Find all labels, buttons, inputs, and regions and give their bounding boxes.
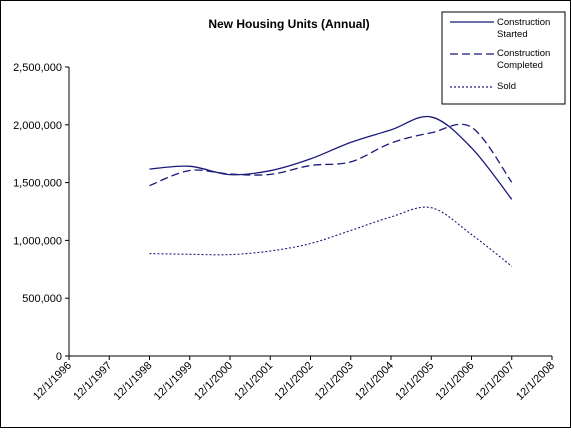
y-ticks: 0 500,000 1,000,000 1,500,000 2,000,000 2,500… bbox=[13, 62, 69, 363]
y-tick-label: 1,000,000 bbox=[13, 235, 62, 247]
x-tick-label: 12/1/2003 bbox=[313, 360, 356, 403]
x-tick-label: 12/1/1998 bbox=[112, 360, 155, 403]
y-tick-label: 2,500,000 bbox=[13, 62, 62, 74]
x-tick-label: 12/1/2007 bbox=[474, 360, 517, 403]
x-tick-label: 12/1/2005 bbox=[393, 360, 436, 403]
legend-label-sold: Sold bbox=[497, 81, 516, 92]
legend-label-started-1: Construction bbox=[497, 17, 550, 28]
x-tick-label: 12/1/2000 bbox=[192, 360, 235, 403]
x-tick-label: 12/1/1997 bbox=[71, 360, 114, 403]
x-tick-label: 12/1/2008 bbox=[514, 360, 557, 403]
x-tick-label: 12/1/1996 bbox=[31, 360, 74, 403]
y-tick-label: 1,500,000 bbox=[13, 178, 62, 190]
x-tick-label: 12/1/1999 bbox=[152, 360, 195, 403]
chart-title: New Housing Units (Annual) bbox=[208, 17, 369, 31]
x-tick-label: 12/1/2001 bbox=[232, 360, 275, 403]
legend-label-completed-2: Completed bbox=[497, 60, 543, 71]
legend-label-completed-1: Construction bbox=[497, 48, 550, 59]
series-line-sold bbox=[149, 206, 513, 267]
series-line-completed bbox=[149, 123, 513, 187]
series-line-started bbox=[149, 115, 513, 200]
legend: Construction Started Construction Comple… bbox=[441, 11, 566, 105]
plot-area: 0 500,000 1,000,000 1,500,000 2,000,000 2,500… bbox=[13, 62, 557, 403]
x-tick-label: 12/1/2006 bbox=[434, 360, 477, 403]
y-tick-label: 500,000 bbox=[22, 293, 62, 305]
series-lines bbox=[149, 115, 513, 267]
legend-box bbox=[441, 11, 566, 105]
legend-label-started-2: Started bbox=[497, 29, 528, 40]
y-tick-label: 2,000,000 bbox=[13, 120, 62, 132]
x-tick-label: 12/1/2004 bbox=[353, 360, 396, 403]
x-tick-label: 12/1/2002 bbox=[273, 360, 316, 403]
y-tick-label: 0 bbox=[56, 351, 62, 363]
x-ticks: 12/1/199612/1/199712/1/199812/1/199912/1… bbox=[31, 356, 557, 403]
